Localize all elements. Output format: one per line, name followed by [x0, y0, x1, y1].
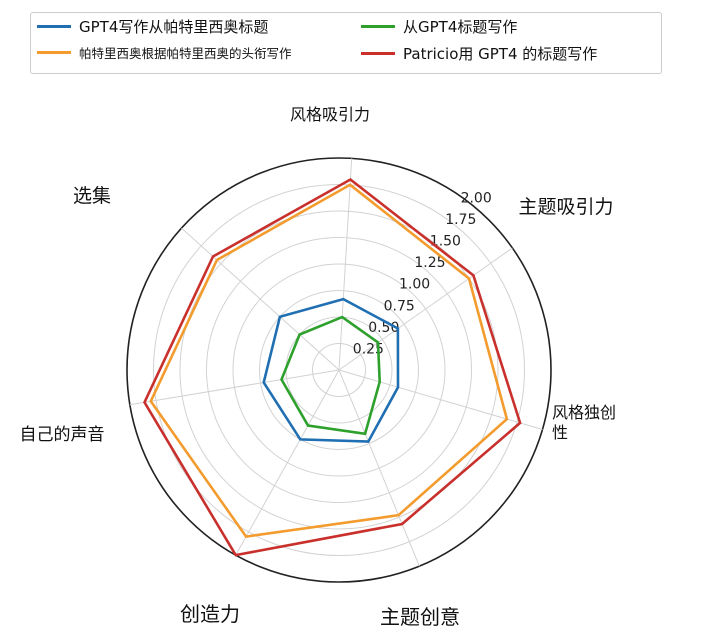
legend-label: Patricio用 GPT4 的标题写作 — [403, 45, 598, 63]
axis-label: 创造力 — [180, 602, 240, 626]
radial-tick-labels: 0.250.500.751.001.251.501.752.00 — [353, 190, 492, 357]
series-line-0 — [262, 297, 400, 443]
grid-circle — [259, 290, 419, 450]
radial-tick-label: 1.50 — [430, 234, 461, 250]
legend-label: GPT4写作从帕特里西奥标题 — [79, 18, 269, 36]
grid-spoke — [181, 227, 340, 371]
outer-frame — [126, 157, 552, 583]
axis-label: 风格独创性 — [552, 403, 616, 442]
axis-label: 风格吸引力 — [290, 105, 370, 124]
grid-circle — [206, 237, 472, 503]
radial-tick-label: 0.25 — [353, 341, 384, 357]
legend-label: 帕特里西奥根据帕特里西奥的头衔写作 — [79, 46, 292, 61]
radial-tick-label: 0.75 — [384, 298, 415, 314]
legend-item-patricio-from-gpt4-titles: Patricio用 GPT4 的标题写作 — [361, 43, 597, 64]
legend-swatch-orange — [37, 51, 71, 54]
legend-swatch-red — [361, 52, 395, 55]
legend-item-patricio-from-patricio-titles: 帕特里西奥根据帕特里西奥的头衔写作 — [37, 43, 292, 62]
axis-label: 主题吸引力 — [518, 196, 613, 218]
legend-swatch-blue — [37, 25, 71, 28]
legend-item-from-gpt4-titles: 从GPT4标题写作 — [361, 16, 517, 37]
radial-tick-label: 2.00 — [461, 190, 492, 206]
legend-item-gpt4-from-patricio-titles: GPT4写作从帕特里西奥标题 — [37, 16, 268, 37]
grid-spoke — [338, 158, 353, 371]
series-lines — [143, 177, 522, 557]
grid-circle — [232, 263, 446, 477]
grid-spoke — [338, 369, 543, 430]
axis-label: 主题创意 — [380, 605, 460, 629]
series-line-2 — [280, 315, 382, 436]
grid-spoke — [338, 369, 420, 567]
series-line-3 — [143, 177, 522, 557]
grid-spoke — [129, 369, 340, 406]
grid-circle — [179, 210, 499, 530]
grid-spoke — [235, 369, 340, 556]
radial-tick-label: 1.75 — [445, 212, 476, 228]
axis-label: 自己的声音 — [20, 425, 105, 445]
legend: GPT4写作从帕特里西奥标题 帕特里西奥根据帕特里西奥的头衔写作 从GPT4标题… — [30, 12, 662, 74]
radial-tick-label: 1.00 — [399, 277, 430, 293]
legend-swatch-green — [361, 25, 395, 28]
grid-spoke — [338, 247, 513, 371]
grid-circle — [312, 343, 366, 397]
radial-tick-label: 1.25 — [414, 255, 445, 271]
legend-label: 从GPT4标题写作 — [403, 18, 518, 36]
grid — [126, 157, 552, 583]
axis-label: 选集 — [73, 185, 111, 207]
series-line-1 — [149, 183, 509, 538]
